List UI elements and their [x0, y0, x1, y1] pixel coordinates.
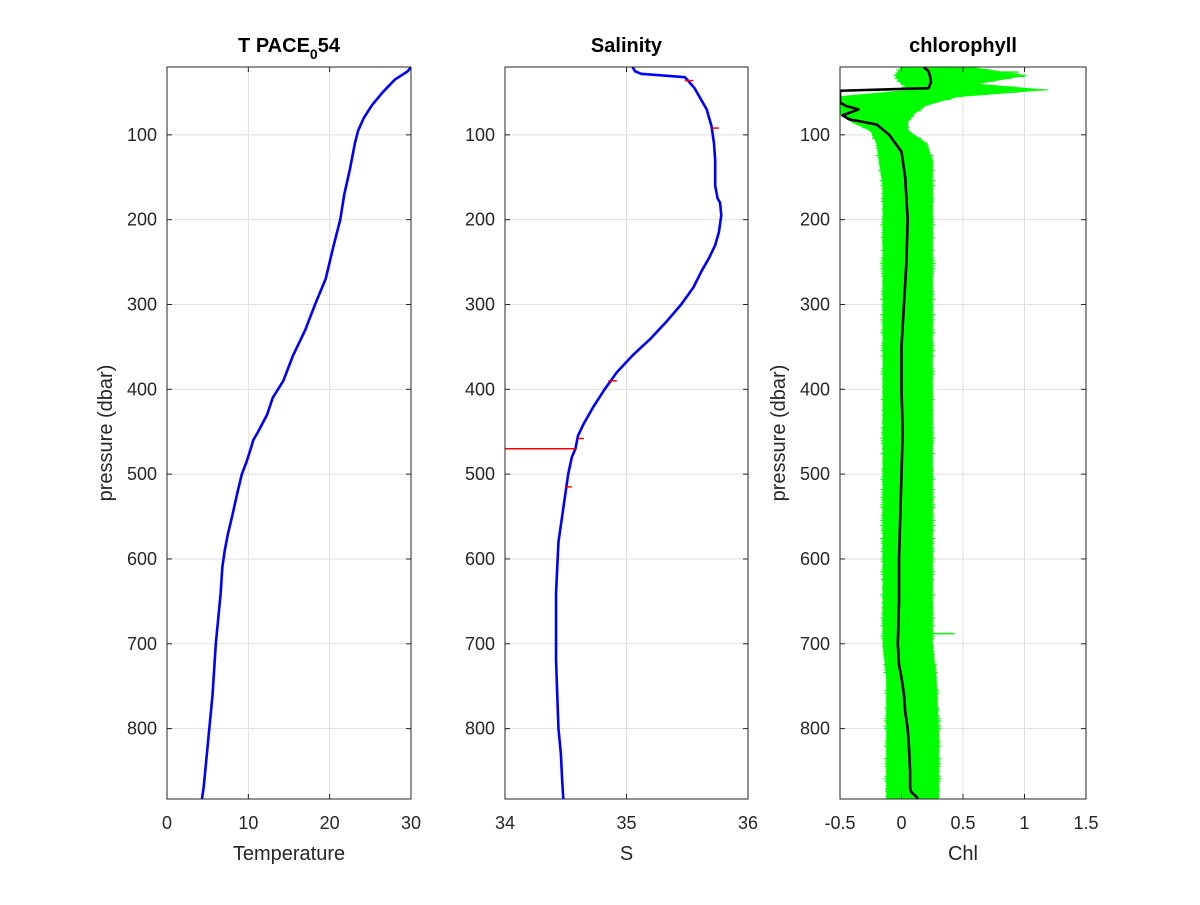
chart-title: Salinity — [591, 35, 663, 57]
x-tick-label: 0 — [896, 813, 906, 833]
series-line-2 — [554, 67, 723, 799]
y-tick-label: 500 — [127, 464, 157, 484]
axes-box — [166, 66, 412, 800]
y-tick-label: 800 — [800, 719, 830, 739]
x-tick-label: 0 — [162, 813, 172, 833]
title-subscript: 0 — [310, 46, 318, 62]
y-tick-label: 100 — [465, 125, 495, 145]
y-tick-label: 300 — [127, 294, 157, 314]
panel-3: -0.5 0 0.5 1 1.5 100 200 300 400 500 600 700 800 Chl p… — [768, 35, 1099, 865]
y-tick-label: 700 — [465, 634, 495, 654]
y-tick-label: 500 — [465, 464, 495, 484]
panel-2: 34 35 36 100 200 300 400 500 600 700 800 S Salinity — [465, 35, 758, 865]
x-axis-label: S — [620, 843, 633, 865]
chart-title: T PACE054 — [238, 35, 341, 62]
title-main: T PACE — [238, 35, 310, 57]
y-tick-label: 300 — [465, 294, 495, 314]
x-tick-label: 35 — [616, 813, 636, 833]
title-suffix: 54 — [318, 35, 341, 57]
y-tick-label: 800 — [465, 719, 495, 739]
x-tick-label: 0.5 — [950, 813, 975, 833]
x-tick-label: 30 — [401, 813, 421, 833]
y-axis-label: pressure (dbar) — [95, 365, 117, 502]
chart-title: chlorophyll — [909, 35, 1017, 57]
y-tick-label: 600 — [127, 549, 157, 569]
y-tick-label: 100 — [800, 125, 830, 145]
x-tick-label: 20 — [320, 813, 340, 833]
x-axis-label: Chl — [948, 843, 978, 865]
x-tick-label: 34 — [495, 813, 515, 833]
x-tick-label: -0.5 — [824, 813, 855, 833]
series-line-2 — [840, 67, 933, 799]
y-tick-label: 500 — [800, 464, 830, 484]
y-tick-label: 100 — [127, 125, 157, 145]
y-tick-label: 200 — [127, 210, 157, 230]
y-axis-label: pressure (dbar) — [768, 365, 790, 502]
y-tick-label: 700 — [127, 634, 157, 654]
series-group — [200, 67, 411, 799]
x-axis-label: Temperature — [233, 843, 345, 865]
x-tick-label: 10 — [238, 813, 258, 833]
y-tick-label: 200 — [465, 210, 495, 230]
x-tick-label: 36 — [738, 813, 758, 833]
y-tick-label: 600 — [465, 549, 495, 569]
y-tick-label: 600 — [800, 549, 830, 569]
y-tick-label: 400 — [465, 379, 495, 399]
y-tick-label: 400 — [800, 379, 830, 399]
series-group — [505, 67, 723, 799]
series-group — [840, 67, 1048, 799]
y-tick-label: 400 — [127, 379, 157, 399]
x-tick-label: 1.5 — [1073, 813, 1098, 833]
y-tick-label: 800 — [127, 719, 157, 739]
plot-area — [167, 67, 411, 799]
series-line-1 — [200, 67, 411, 799]
y-tick-label: 700 — [800, 634, 830, 654]
y-tick-label: 300 — [800, 294, 830, 314]
x-tick-label: 1 — [1019, 813, 1029, 833]
y-tick-label: 200 — [800, 210, 830, 230]
panel-1: 0 10 20 30 100 200 300 400 500 600 700 800 Temperatu… — [95, 35, 421, 865]
